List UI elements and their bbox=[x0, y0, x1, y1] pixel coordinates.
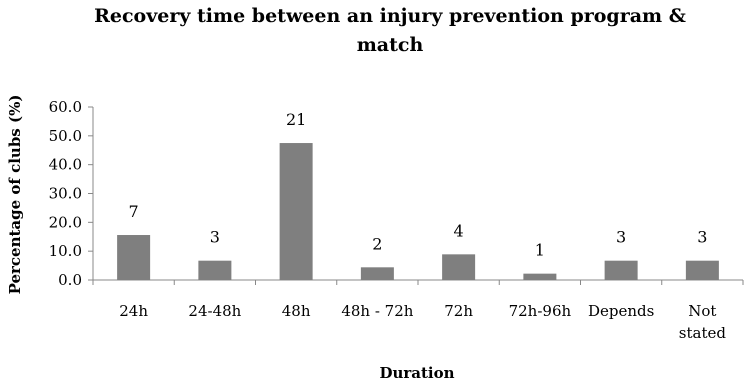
data-labels-group: 7 3 21 2 4 1 3 3 bbox=[129, 110, 708, 260]
x-tick-label: 24h bbox=[119, 302, 148, 320]
data-label: 7 bbox=[129, 202, 139, 221]
data-label: 3 bbox=[210, 228, 220, 247]
bars-group bbox=[117, 143, 719, 280]
bar bbox=[442, 254, 476, 280]
x-tick-label: 72h-96h bbox=[509, 302, 572, 320]
y-tick-label: 60.0 bbox=[49, 98, 82, 116]
bar bbox=[604, 260, 638, 280]
x-tick-label: Depends bbox=[588, 302, 654, 320]
bar bbox=[685, 260, 719, 280]
data-label: 1 bbox=[535, 241, 545, 260]
bar bbox=[523, 273, 557, 280]
x-axis-title: Duration bbox=[379, 364, 454, 382]
y-axis-ticks: 0.0 10.0 20.0 30.0 40.0 50.0 60.0 bbox=[49, 98, 93, 289]
y-tick-label: 20.0 bbox=[49, 213, 82, 231]
y-tick-label: 50.0 bbox=[49, 127, 82, 145]
data-label: 3 bbox=[616, 228, 626, 247]
bar bbox=[279, 143, 313, 280]
bar bbox=[198, 260, 232, 280]
data-label: 21 bbox=[286, 110, 306, 129]
chart-title: Recovery time between an injury preventi… bbox=[94, 5, 686, 56]
data-label: 4 bbox=[454, 221, 464, 240]
y-tick-label: 40.0 bbox=[49, 156, 82, 174]
x-tick-label: Not stated bbox=[679, 302, 727, 342]
x-tick-label: 48h - 72h bbox=[341, 302, 413, 320]
data-label: 3 bbox=[697, 228, 707, 247]
category-labels-group: 24h 24-48h 48h 48h - 72h 72h 72h-96h Depends No… bbox=[119, 302, 726, 342]
y-axis-title: Percentage of clubs (%) bbox=[6, 95, 24, 295]
y-tick-label: 0.0 bbox=[58, 271, 82, 289]
data-label: 2 bbox=[372, 234, 382, 253]
x-axis-ticks bbox=[92, 280, 744, 285]
bar bbox=[360, 267, 394, 280]
x-tick-label: 72h bbox=[444, 302, 473, 320]
y-tick-label: 30.0 bbox=[49, 185, 82, 203]
bar bbox=[117, 235, 151, 280]
x-tick-label: 24-48h bbox=[188, 302, 241, 320]
x-tick-label: 48h bbox=[282, 302, 311, 320]
y-tick-label: 10.0 bbox=[49, 242, 82, 260]
